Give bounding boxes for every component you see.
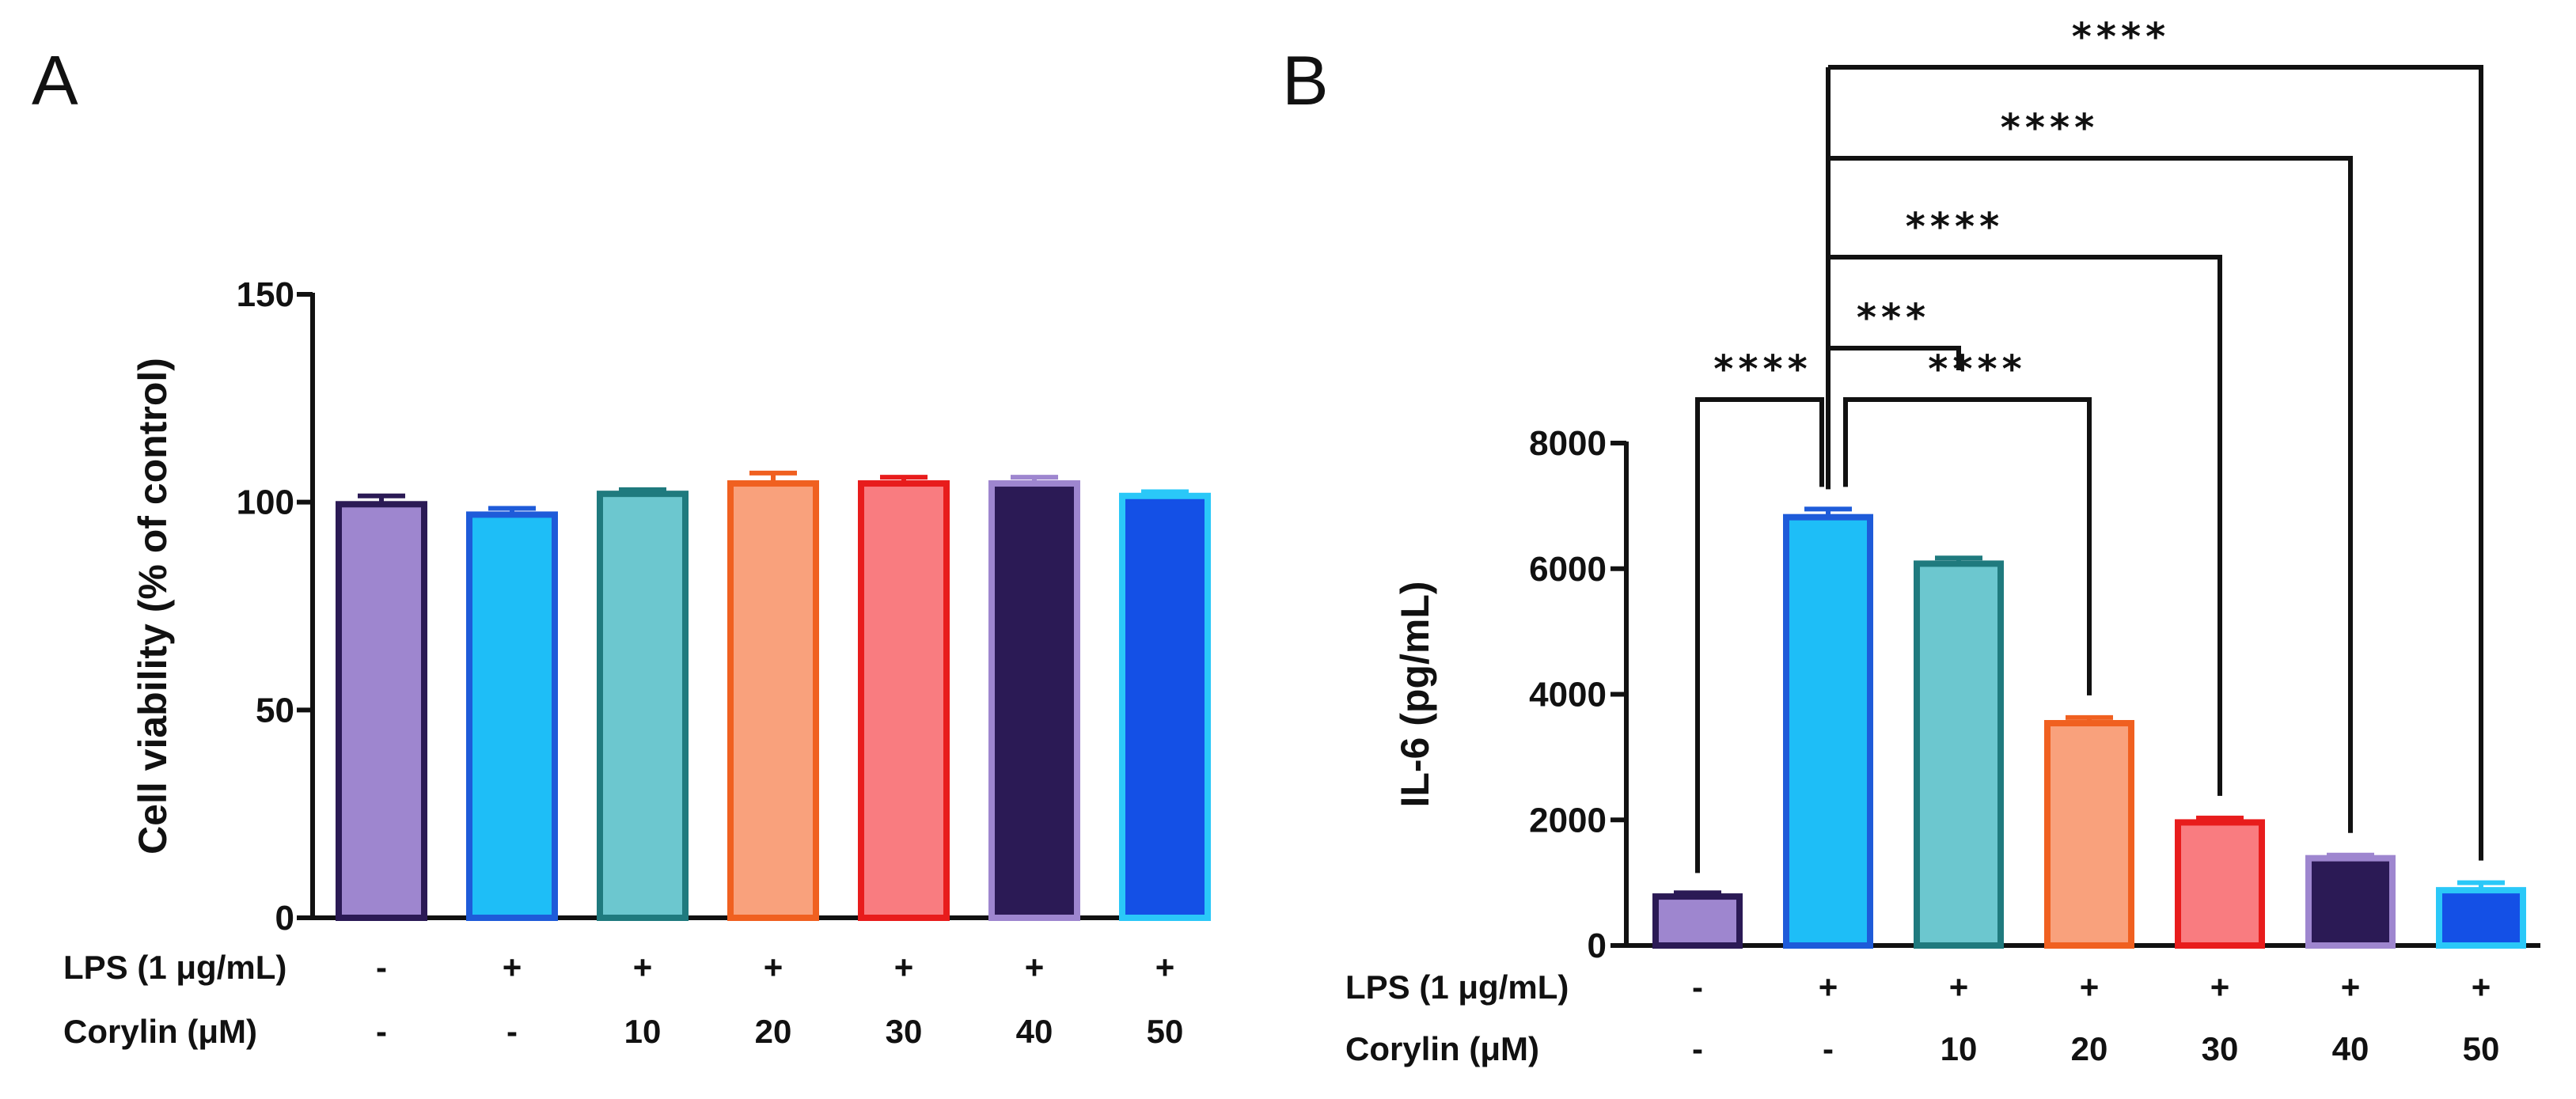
significance-bracket [1828, 156, 2353, 833]
condition-value: + [2080, 968, 2100, 1006]
y-tick-label: 4000 [1529, 676, 1607, 714]
y-axis-title: Cell viability (% of control) [131, 358, 175, 855]
condition-value: + [503, 949, 522, 986]
bar [1119, 492, 1211, 921]
chart-a: 0 50 100 150 Cell viability (% of control) LP… [63, 275, 1211, 1050]
panel-a-letter: A [32, 41, 78, 119]
significance-label: *** [1857, 296, 1930, 340]
bar [466, 511, 558, 922]
bar [1914, 560, 2004, 949]
condition-value: - [1692, 968, 1703, 1006]
condition-value: 30 [886, 1013, 923, 1050]
bar [2044, 720, 2134, 949]
significance-bracket [1695, 397, 1824, 874]
condition-value: + [1949, 968, 1969, 1006]
y-tick-label: 50 [256, 691, 294, 730]
y-axis-title: IL-6 (pg/mL) [1393, 581, 1437, 807]
y-tick-label: 8000 [1529, 424, 1607, 463]
y-tick-label: 6000 [1529, 550, 1607, 589]
bar [1652, 893, 1743, 949]
condition-row-label: Corylin (μM) [1345, 1030, 1539, 1067]
panel-b-letter: B [1282, 41, 1329, 119]
condition-value: - [1692, 1030, 1703, 1067]
condition-row-label: Corylin (μM) [63, 1013, 257, 1050]
condition-value: 10 [624, 1013, 662, 1050]
significance-label: **** [1928, 347, 2026, 392]
significance-label: **** [1713, 347, 1812, 392]
significance-label: **** [1906, 205, 2004, 249]
chart-b: 0 2000 4000 6000 8000 IL-6 (pg/mL) LPS (1 μg/m… [1345, 15, 2540, 1067]
significance-label: **** [2072, 15, 2170, 59]
bar [1783, 513, 1873, 949]
significance-label: **** [2001, 106, 2099, 150]
condition-value: 50 [1147, 1013, 1184, 1050]
condition-value: + [2341, 968, 2361, 1006]
bar [727, 480, 819, 921]
bar [2175, 819, 2265, 949]
significance-bracket [1828, 346, 1961, 370]
condition-row-label: LPS (1 μg/mL) [1345, 968, 1569, 1006]
y-tick-label: 0 [275, 899, 294, 938]
significance-bracket [1843, 397, 2092, 695]
condition-value: + [764, 949, 783, 986]
condition-value: 20 [755, 1013, 792, 1050]
condition-value: 40 [2332, 1030, 2369, 1067]
bar [597, 491, 689, 921]
y-tick-label: 2000 [1529, 801, 1607, 839]
condition-value: - [1823, 1030, 1834, 1067]
condition-value: - [376, 949, 387, 986]
bar [988, 480, 1080, 921]
condition-value: + [2210, 968, 2230, 1006]
condition-value: - [376, 1013, 387, 1050]
significance-bracket [1828, 65, 2483, 861]
y-tick-label: 150 [237, 275, 294, 314]
significance-bracket [1828, 255, 2222, 796]
condition-value: + [633, 949, 653, 986]
condition-value: + [1025, 949, 1045, 986]
condition-value: 40 [1016, 1013, 1053, 1050]
condition-value: - [506, 1013, 518, 1050]
condition-value: + [2472, 968, 2491, 1006]
y-tick-label: 100 [237, 483, 294, 522]
y-tick-label: 0 [1588, 927, 1607, 965]
bar [2305, 855, 2396, 949]
condition-value: + [1819, 968, 1838, 1006]
bar [336, 501, 427, 921]
condition-value: + [894, 949, 914, 986]
condition-value: 10 [1941, 1030, 1978, 1067]
condition-value: 30 [2202, 1030, 2239, 1067]
condition-value: + [1155, 949, 1175, 986]
condition-row-label: LPS (1 μg/mL) [63, 949, 286, 986]
condition-value: 50 [2463, 1030, 2500, 1067]
bar [2436, 887, 2526, 949]
bar [858, 480, 950, 921]
condition-value: 20 [2071, 1030, 2108, 1067]
